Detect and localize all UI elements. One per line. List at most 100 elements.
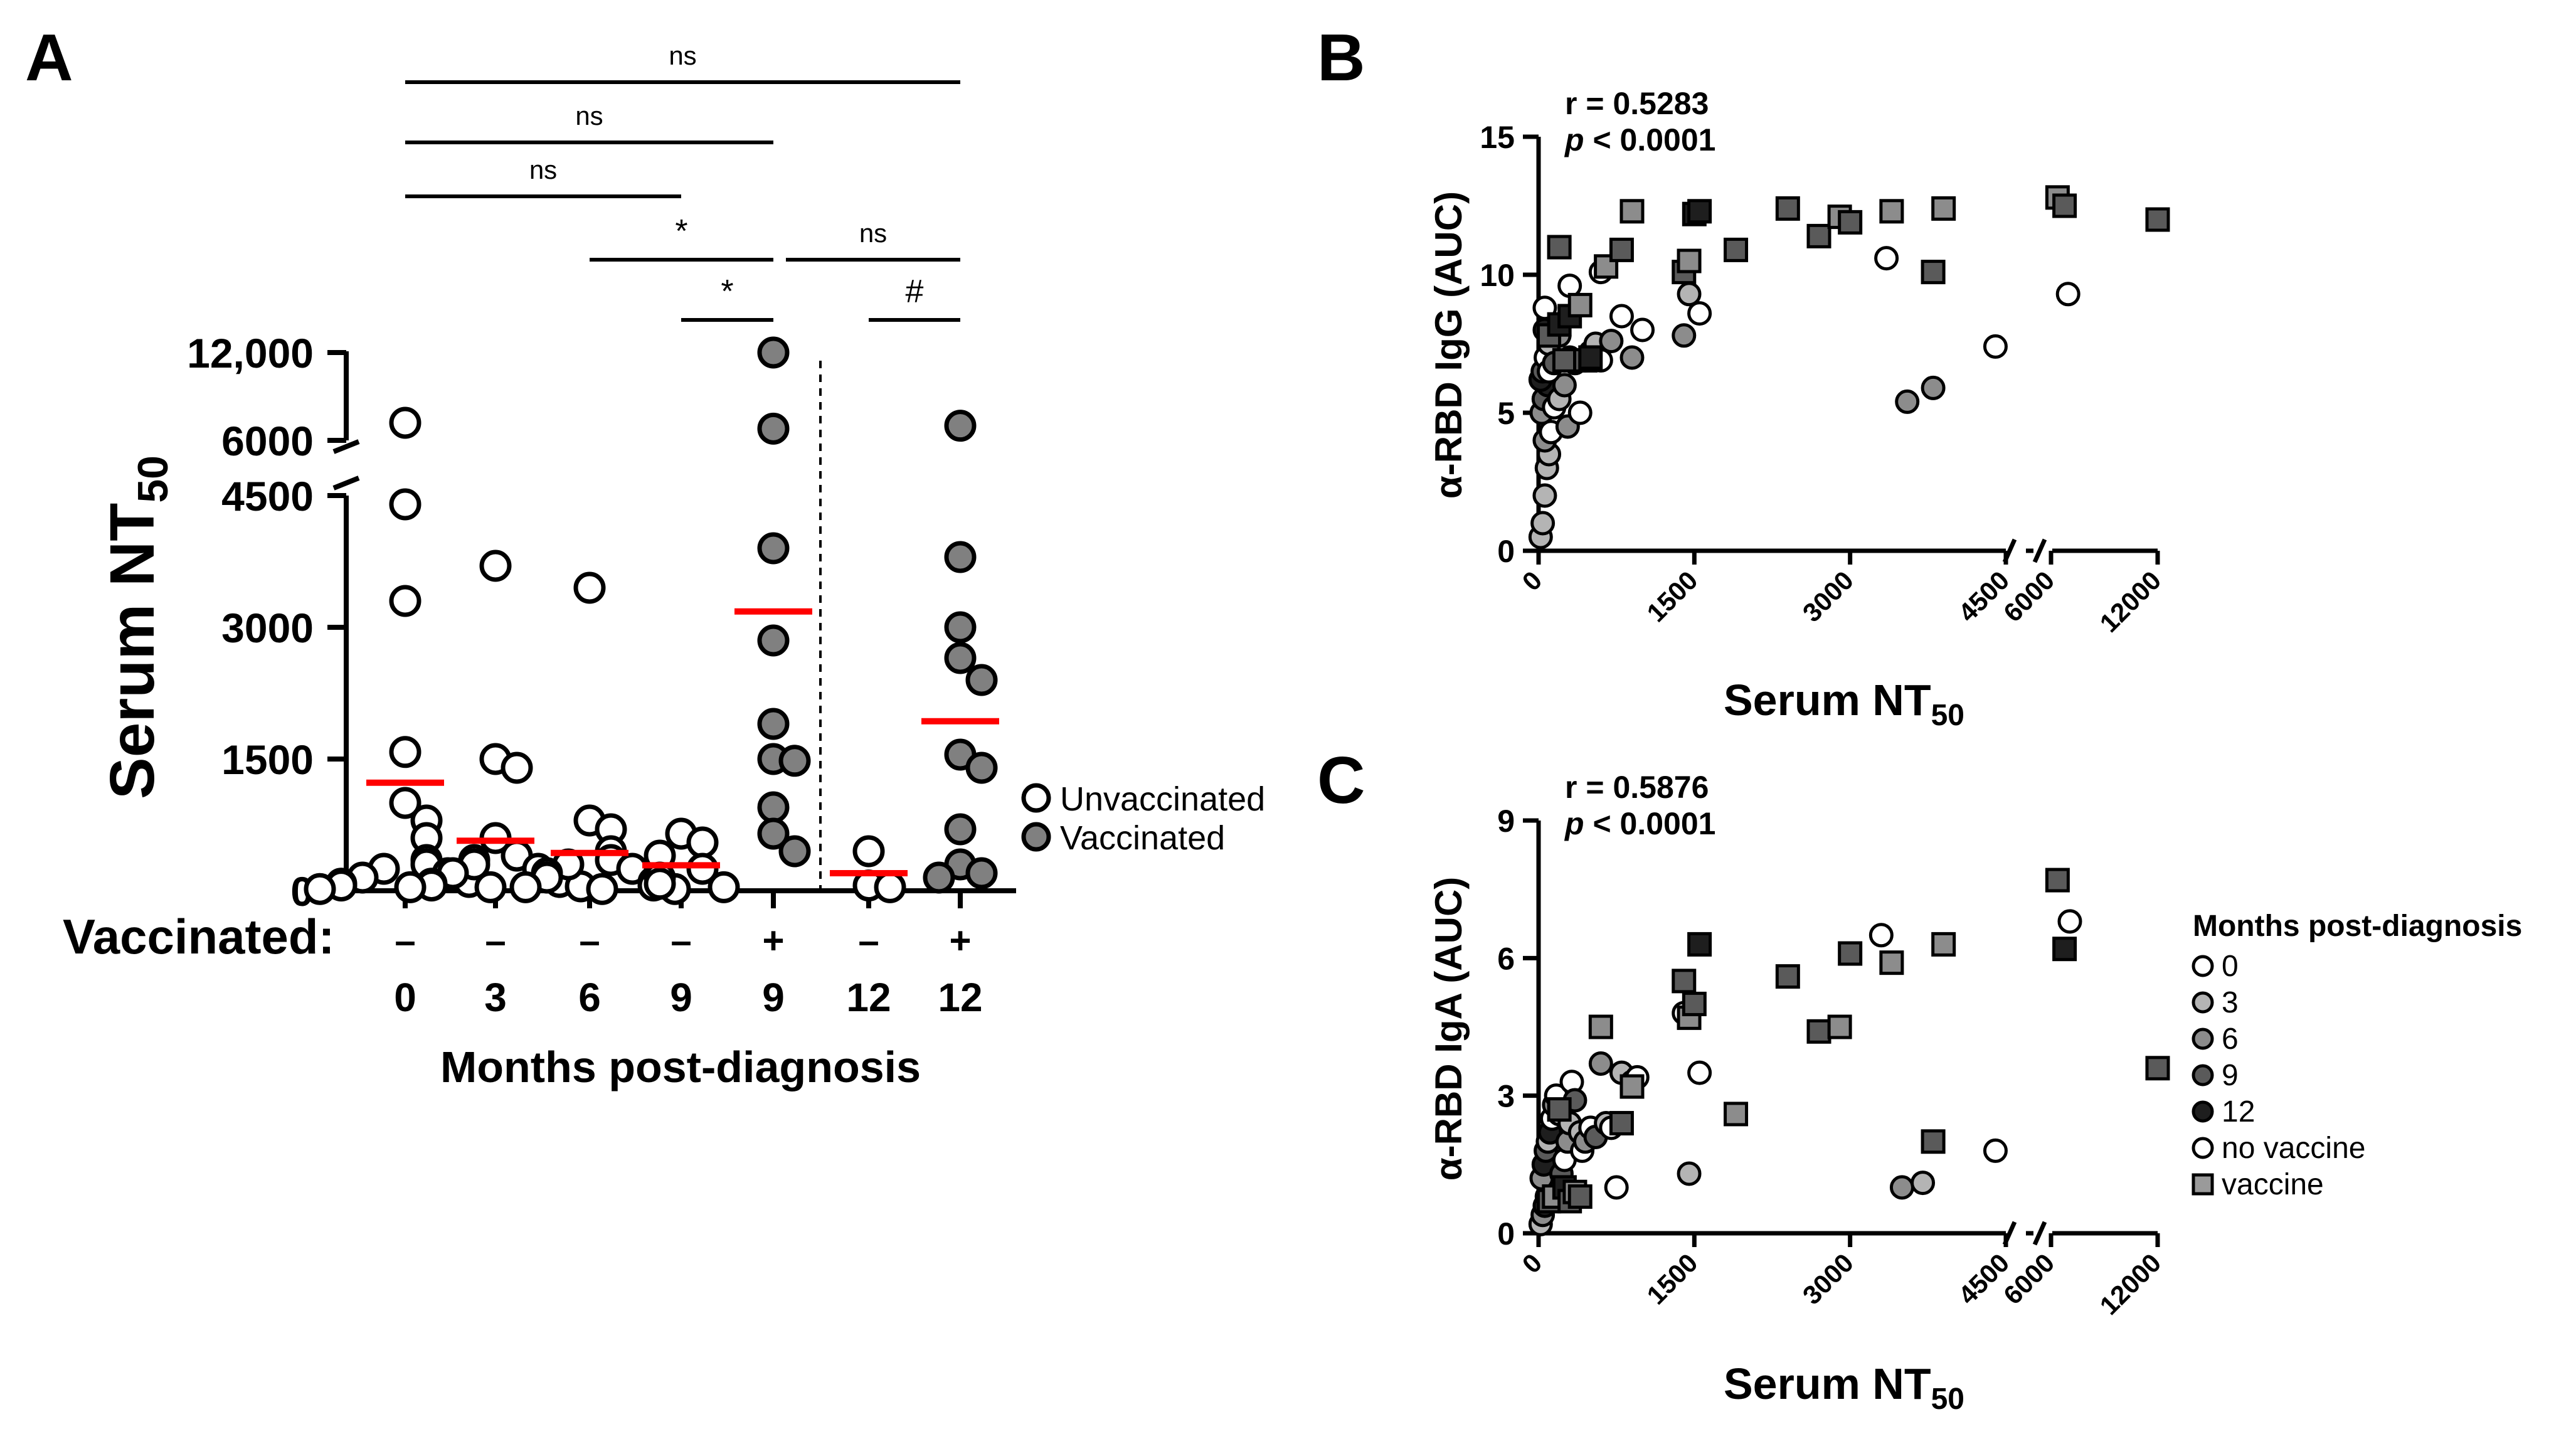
panel-b-points	[1528, 185, 2170, 550]
panel-b-y-axis-title: α-RBD IgG (AUC)	[1428, 191, 1470, 499]
panel-a-significance-label: *	[721, 274, 733, 310]
panel-c-x-axis-title: Serum NT50	[1724, 1359, 1964, 1416]
legend-c-marker	[2192, 1137, 2214, 1159]
panel-a-point	[479, 550, 512, 582]
panel-b-point-vaccine	[2145, 207, 2170, 232]
panel-b-point-no-vaccine	[1895, 389, 1920, 414]
legend-c-marker	[2192, 1064, 2214, 1086]
panel-a-vaccinated-sign: –	[579, 920, 600, 962]
panel-b-stat-r: r = 0.5283	[1565, 86, 1709, 121]
panel-c-point-vaccine	[1775, 964, 1800, 989]
panel-b-x-tick-label: 6000	[1998, 565, 2060, 627]
legend-a-vaccinated-label: Vaccinated	[1060, 819, 1225, 857]
panel-c-point-no-vaccine	[2057, 909, 2082, 934]
panel-a-significance-label: #	[906, 274, 924, 310]
panel-c-y-tick-label: 3	[1497, 1079, 1515, 1114]
panel-a-point	[586, 873, 618, 905]
panel-a-point	[852, 835, 885, 868]
panel-a-point	[965, 664, 998, 696]
panel-a-month-label: 6	[578, 975, 601, 1020]
panel-b-axis-break-mark	[2032, 538, 2047, 563]
panel-a-point	[778, 835, 811, 868]
panel-b-x-axis-title: Serum NT50	[1724, 676, 1964, 732]
panel-a-y-tick-label: 6000	[221, 418, 314, 464]
panel-a-vaccinated-sign: +	[762, 920, 784, 962]
panel-c-axis-break-mark	[2032, 1221, 2047, 1246]
panel-c-point-vaccine	[1921, 1129, 1946, 1154]
panel-c-point-vaccine	[1931, 932, 1956, 957]
panel-a-group-labels: – 0 – 3 – 6 – 9 +9 – 12 +12	[394, 920, 982, 1020]
panel-c-point-vaccine	[1838, 941, 1863, 966]
panel-a-point	[778, 745, 811, 777]
panel-c-point-no-vaccine	[1911, 1171, 1936, 1196]
panel-b-point-vaccine	[2052, 193, 2077, 218]
panel-a-point	[389, 488, 421, 521]
panel-c-point-no-vaccine	[1677, 1161, 1702, 1186]
panel-a-point	[708, 871, 740, 903]
panel-c-x-tick-label: 3000	[1797, 1248, 1859, 1310]
panel-c-point-vaccine	[1879, 950, 1904, 975]
panel-a-point	[757, 791, 790, 824]
legend-c-title: Months post-diagnosis	[2193, 910, 2522, 943]
panel-c-point-vaccine	[1682, 991, 1707, 1016]
legend-c-marker	[2192, 955, 2214, 977]
panel-b-point-no-vaccine	[1552, 373, 1577, 398]
legend-a-unvaccinated-label: Unvaccinated	[1060, 780, 1265, 818]
panel-b-point-vaccine	[1677, 248, 1702, 274]
panel-a-month-label: 9	[670, 975, 692, 1020]
panel-a-month-label: 0	[394, 975, 416, 1020]
panel-c-x-tick-label: 6000	[1998, 1248, 2060, 1310]
panel-letter-c: C	[1317, 743, 1365, 817]
panel-a-vaccinated-row-label: Vaccinated:	[63, 909, 335, 964]
panel-a-y-tick-label: 4500	[221, 473, 314, 519]
panel-b-point-vaccine	[1921, 260, 1946, 285]
panel-a-point	[394, 871, 427, 903]
panel-c-point-vaccine	[2045, 868, 2070, 893]
legend-c-marker	[2192, 991, 2214, 1014]
panel-a-point	[944, 611, 977, 644]
panel-a-vaccinated-sign: –	[395, 920, 415, 962]
panel-c-point-vaccine	[1724, 1102, 1749, 1127]
panel-b-y-tick-label: 15	[1480, 120, 1515, 155]
panel-c-point-no-vaccine	[1868, 923, 1894, 948]
panel-b-point-vaccine	[1609, 237, 1634, 262]
panel-c-point-vaccine	[2145, 1056, 2170, 1081]
panel-b-point-vaccine	[1567, 292, 1593, 317]
panel-c-x-tick-label: 4500	[1953, 1248, 2015, 1310]
panel-c-stat-r: r = 0.5876	[1565, 770, 1709, 805]
panel-b-x-tick-label: 3000	[1797, 565, 1859, 627]
panel-a-y-tick-label: 3000	[221, 605, 314, 651]
panel-b-point-no-vaccine	[1687, 301, 1712, 326]
legend-c-marker	[2192, 1028, 2214, 1050]
panel-b-y-tick-label: 0	[1497, 534, 1515, 569]
panel-a-vaccinated-sign: –	[485, 920, 506, 962]
panel-c-point-vaccine	[1672, 969, 1697, 994]
panel-b-point-vaccine	[1775, 196, 1800, 221]
panel-b-point-vaccine	[1619, 199, 1645, 224]
legend-c-label: 6	[2222, 1022, 2239, 1056]
panel-a-point	[686, 826, 719, 859]
panel-b-point-no-vaccine	[1567, 400, 1593, 425]
panel-c-point-vaccine	[1827, 1014, 1852, 1039]
panel-c-points	[1528, 868, 2170, 1236]
panel-a-point	[944, 813, 977, 846]
panel-c-x-tick-label: 12000	[2094, 1248, 2167, 1320]
panel-letter-b: B	[1317, 21, 1365, 95]
panel-letter-a: A	[25, 21, 73, 95]
panel-a-mean-lines	[366, 608, 999, 876]
panel-a-month-label: 12	[846, 975, 891, 1020]
panel-c-point-vaccine	[1687, 932, 1712, 957]
panel-a-point	[501, 752, 533, 784]
panel-b-point-no-vaccine	[1532, 483, 1557, 508]
panel-b-y-tick-label: 5	[1497, 396, 1515, 431]
panel-c-point-vaccine	[1588, 1014, 1613, 1039]
panel-c-x-tick-label: 1500	[1641, 1248, 1703, 1310]
panel-a-point	[644, 868, 676, 900]
panel-a-point	[757, 336, 790, 369]
panel-b-point-vaccine	[1838, 210, 1863, 235]
panel-c-point-vaccine	[1806, 1019, 1831, 1044]
panel-a-month-label: 12	[938, 975, 982, 1020]
